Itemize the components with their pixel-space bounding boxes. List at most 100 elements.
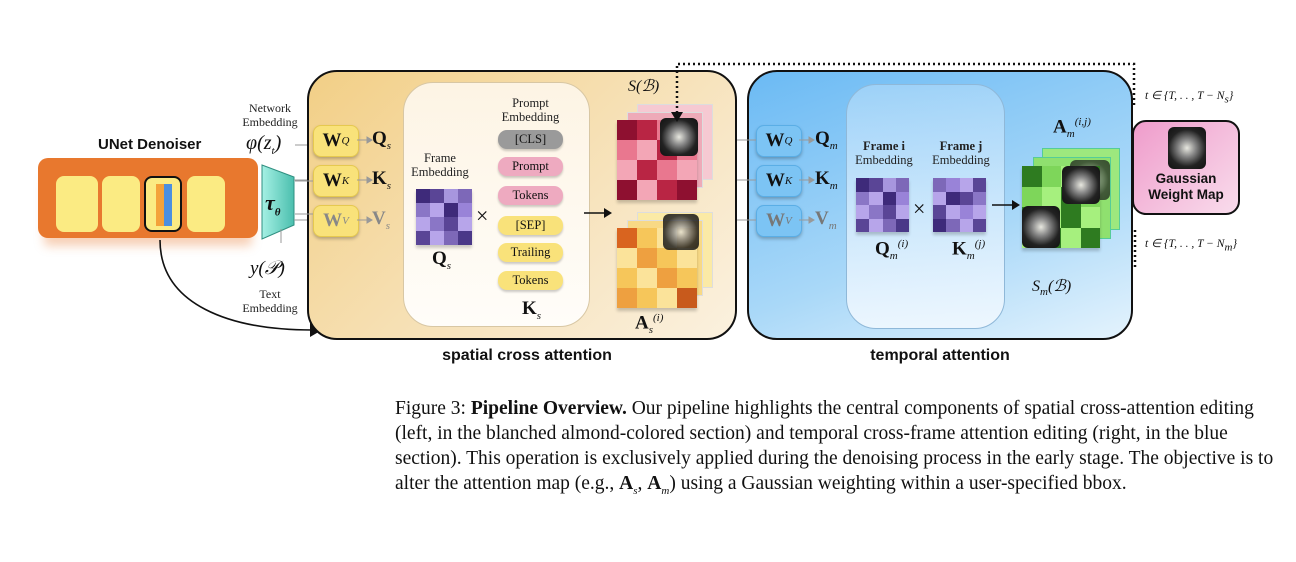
matrix-cell — [972, 178, 986, 192]
matrix-cell — [458, 231, 472, 245]
km-j-matrix — [933, 178, 986, 232]
unet-title: UNet Denoiser — [98, 136, 202, 153]
prompt-embedding-label: Prompt Embedding — [501, 96, 560, 124]
matrix-cell — [677, 180, 697, 200]
matrix-cell — [657, 288, 677, 308]
matrix-cell — [856, 191, 870, 205]
matrix-cell — [617, 160, 637, 180]
matrix-cell — [444, 217, 458, 231]
matrix-cell — [1061, 227, 1081, 248]
matrix-cell — [444, 203, 458, 217]
s-b-label: S(ℬ) — [628, 78, 660, 95]
matrix-cell — [882, 205, 896, 219]
gaussian-overlay — [663, 214, 699, 250]
selected-layer — [144, 176, 182, 232]
matrix-cell — [882, 218, 896, 232]
token-pill: [CLS] — [498, 130, 563, 149]
matrix-cell — [637, 140, 657, 160]
matrix-cell — [946, 178, 960, 192]
matrix-cell — [637, 120, 657, 140]
matrix-cell — [946, 205, 960, 219]
matrix-cell — [946, 191, 960, 205]
matrix-cell — [677, 160, 697, 180]
matrix-cell — [637, 160, 657, 180]
matrix-cell — [617, 288, 637, 308]
multiply-sign: × — [476, 203, 489, 228]
token-pill: Prompt — [498, 157, 563, 176]
matrix-cell — [1022, 166, 1042, 187]
vm-output: Vm — [815, 208, 837, 232]
matrix-cell — [637, 268, 657, 288]
unet-block — [38, 158, 258, 238]
ks-output: Ks — [372, 168, 392, 192]
matrix-cell — [1041, 186, 1061, 207]
qs-label: Qs — [432, 248, 452, 272]
phi-zt: φ(zt) — [246, 132, 282, 157]
matrix-cell — [430, 203, 444, 217]
matrix-cell — [430, 217, 444, 231]
temporal-label: temporal attention — [870, 347, 1010, 364]
matrix-cell — [458, 189, 472, 203]
matrix-cell — [637, 180, 657, 200]
token-pill: [SEP] — [498, 216, 563, 235]
matrix-cell — [882, 178, 896, 192]
matrix-cell — [882, 191, 896, 205]
matrix-cell — [959, 218, 973, 232]
qm-output: Qm — [815, 128, 838, 152]
matrix-cell — [657, 268, 677, 288]
km-j-label: Km(j) — [952, 238, 986, 263]
matrix-cell — [1022, 186, 1042, 207]
as-i-label: As(i) — [635, 312, 664, 337]
matrix-cell — [430, 231, 444, 245]
qs-output: Qs — [372, 128, 392, 152]
ks-label: Ks — [522, 298, 542, 322]
gaussian-overlay — [1062, 166, 1100, 204]
qs-matrix — [416, 189, 472, 245]
matrix-cell — [856, 205, 870, 219]
matrix-cell — [637, 228, 657, 248]
matrix-cell — [677, 248, 697, 268]
matrix-cell — [617, 248, 637, 268]
gaussian-overlay — [1022, 206, 1060, 248]
token-pill: Tokens — [498, 186, 563, 205]
matrix-cell — [444, 189, 458, 203]
qm-i-label: Qm(i) — [875, 238, 909, 263]
matrix-cell — [657, 160, 677, 180]
qm-i-matrix — [856, 178, 909, 232]
matrix-cell — [416, 189, 430, 203]
matrix-cell — [657, 180, 677, 200]
matrix-cell — [637, 248, 657, 268]
matrix-cell — [895, 178, 909, 192]
arrow-right — [992, 200, 1020, 210]
matrix-cell — [895, 205, 909, 219]
matrix-cell — [1080, 227, 1100, 248]
matrix-cell — [856, 218, 870, 232]
matrix-cell — [946, 218, 960, 232]
matrix-cell — [458, 217, 472, 231]
matrix-cell — [869, 218, 883, 232]
spatial-label: spatial cross attention — [442, 347, 612, 364]
matrix-cell — [933, 205, 947, 219]
am-ij-label: Am(i,j) — [1053, 116, 1091, 141]
timestep-range-spatial: t ∈ {T, . . , T − Ns} — [1145, 90, 1234, 106]
multiply-sign: × — [913, 196, 926, 221]
matrix-cell — [972, 191, 986, 205]
matrix-cell — [458, 203, 472, 217]
network-embedding-label: Network Embedding — [242, 101, 298, 129]
frame-j-label: Frame j Embedding — [932, 139, 990, 167]
token-pill: Tokens — [498, 271, 563, 290]
matrix-cell — [416, 231, 430, 245]
matrix-cell — [637, 288, 657, 308]
frame-i-label: Frame i Embedding — [855, 139, 913, 167]
timestep-range-temporal: t ∈ {T, . . , T − Nm} — [1145, 238, 1238, 254]
matrix-cell — [933, 178, 947, 192]
token-pill: Trailing — [498, 243, 563, 262]
frame-embedding-label: Frame Embedding — [411, 151, 469, 179]
tau-theta: τθ — [265, 190, 281, 219]
text-embedding-label: Text Embedding — [242, 287, 298, 315]
matrix-cell — [959, 178, 973, 192]
matrix-cell — [959, 205, 973, 219]
matrix-cell — [416, 203, 430, 217]
